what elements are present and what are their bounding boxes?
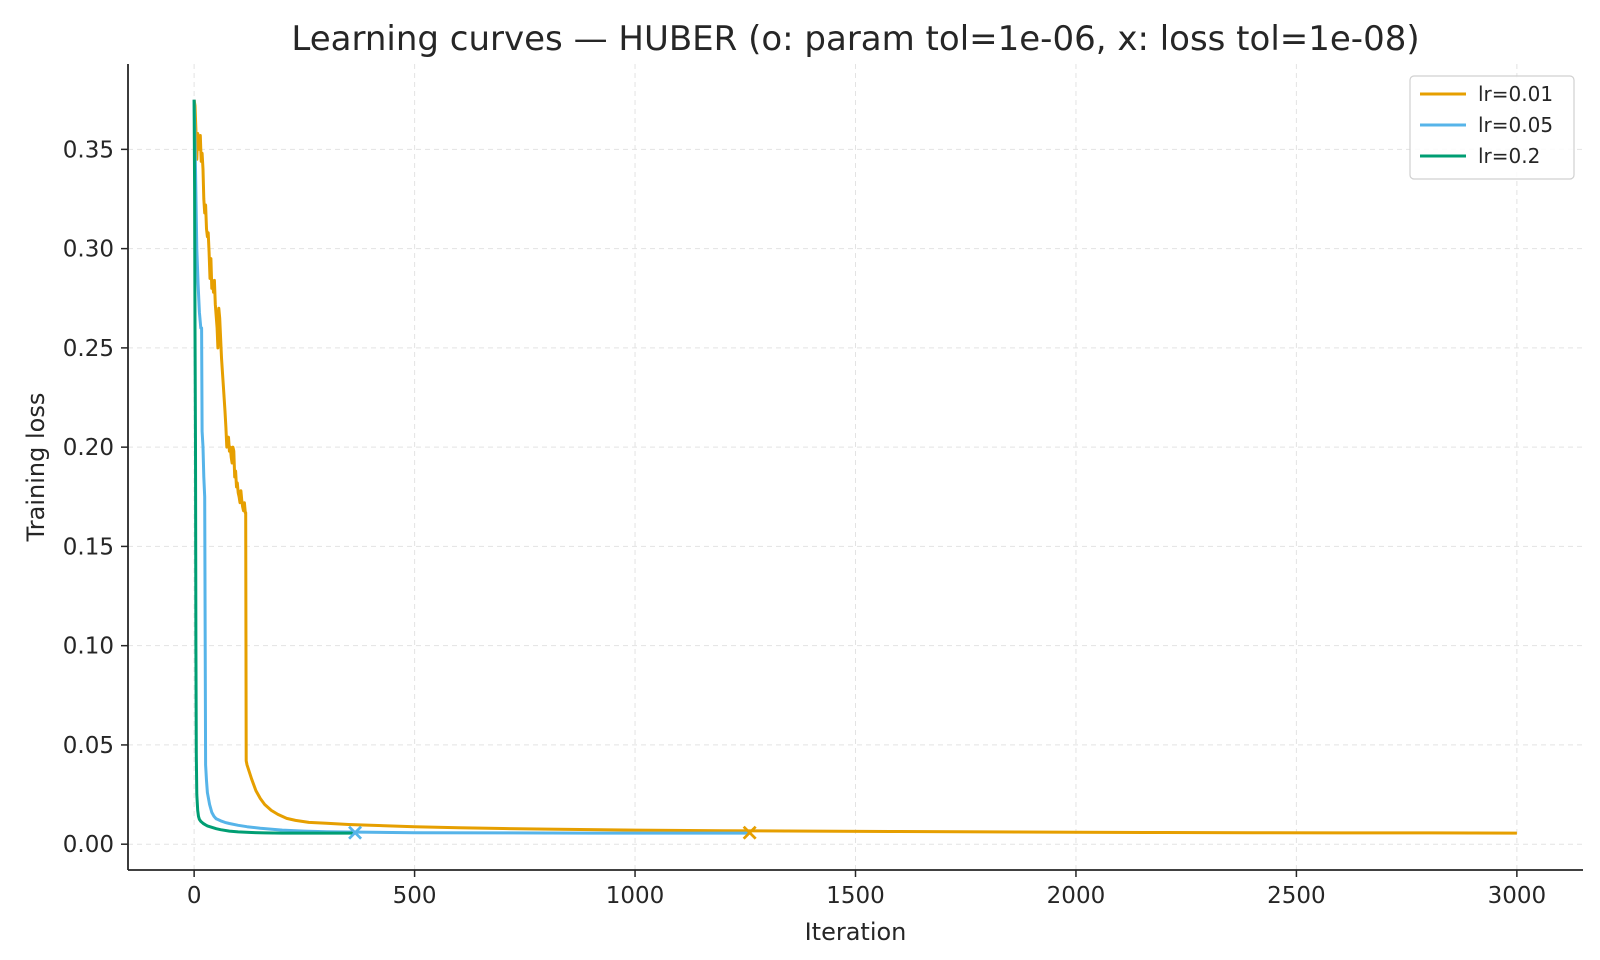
legend-label-2: lr=0.2: [1478, 144, 1540, 168]
legend-label-1: lr=0.05: [1478, 113, 1553, 137]
legend-box: [1409, 75, 1575, 180]
y-tick-label: 0.30: [63, 237, 114, 263]
y-tick-label: 0.10: [63, 634, 114, 660]
y-tick-label: 0.15: [63, 534, 114, 560]
series-line-1: [192, 99, 750, 835]
legend-label-0: lr=0.01: [1478, 82, 1553, 106]
y-tick-label: 0.20: [63, 435, 114, 461]
x-tick-label: 1000: [606, 883, 665, 909]
chart-title: Learning curves — HUBER (o: param tol=1e…: [291, 19, 1419, 59]
x-axis-ticks: 0 500 1000 1500 2000 2500 3000: [187, 870, 1546, 909]
series-line-2: [192, 99, 356, 835]
marker-stroke: [742, 825, 757, 840]
x-tick-label: 3000: [1488, 883, 1547, 909]
grid-lines: [128, 64, 1583, 870]
convergence-marker-0: [742, 825, 757, 840]
y-axis-label: Training loss: [22, 393, 50, 543]
x-tick-label: 500: [393, 883, 437, 909]
y-axis-ticks: 0.00 0.05 0.10 0.15 0.20 0.25 0.30 0.35: [63, 137, 128, 858]
convergence-markers: [348, 825, 757, 840]
x-tick-label: 1500: [826, 883, 885, 909]
x-axis-label: Iteration: [805, 918, 907, 946]
x-tick-label: 0: [187, 883, 202, 909]
convergence-marker-1: [348, 825, 363, 840]
marker-stroke: [348, 825, 363, 840]
y-tick-label: 0.35: [63, 137, 114, 163]
legend: lr=0.01 lr=0.05 lr=0.2: [1409, 75, 1575, 180]
y-tick-label: 0.25: [63, 336, 114, 362]
x-tick-label: 2500: [1267, 883, 1326, 909]
series-line-0: [192, 99, 1517, 835]
x-tick-label: 2000: [1047, 883, 1106, 909]
y-tick-label: 0.00: [63, 832, 114, 858]
y-tick-label: 0.05: [63, 733, 114, 759]
